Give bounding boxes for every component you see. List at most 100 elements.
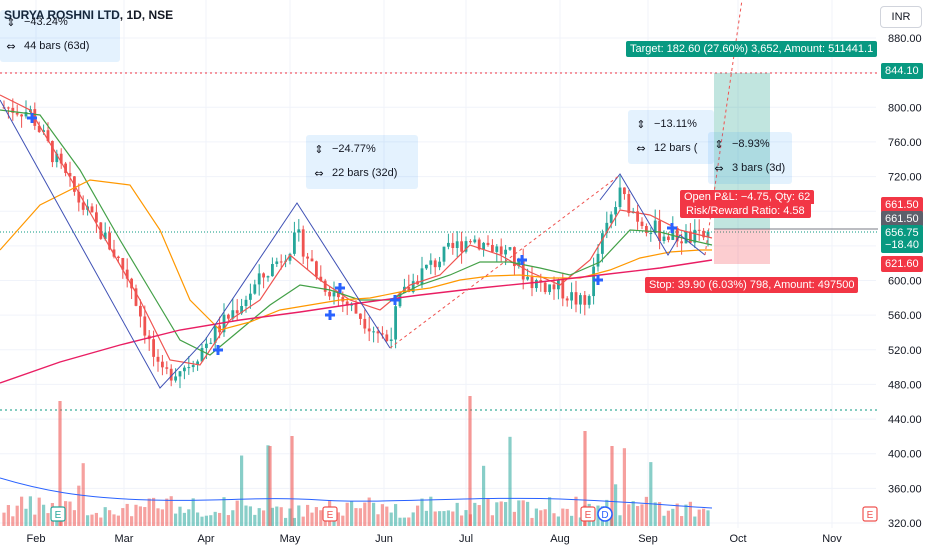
volume-bar (42, 504, 46, 526)
candle (667, 236, 670, 240)
candle (187, 367, 191, 369)
volume-bar (58, 401, 62, 526)
volume-bar (81, 463, 85, 526)
volume-bar (446, 510, 450, 526)
volume-bar (28, 496, 32, 526)
loss-zone (714, 229, 770, 264)
candle (152, 339, 155, 357)
candle (213, 325, 217, 343)
volume-bar (231, 510, 235, 526)
volume-bar (68, 501, 72, 526)
stop-price-tag: 621.60 (881, 256, 923, 272)
volume-bar (262, 510, 266, 526)
volume-bar (143, 507, 147, 526)
volume-bar (649, 462, 653, 526)
candle (477, 239, 481, 250)
candle (363, 318, 367, 329)
candle (112, 249, 116, 257)
candle (451, 242, 455, 248)
y-tick-label: 520.00 (888, 345, 922, 357)
x-tick-label: Jun (375, 533, 393, 545)
candle (367, 328, 371, 332)
volume-bar (270, 507, 274, 526)
candle (407, 286, 411, 293)
volume-bar (77, 485, 81, 526)
candle (614, 207, 617, 215)
signal-marker (667, 223, 677, 233)
volume-bar (636, 506, 640, 526)
candle (59, 153, 63, 164)
candle (130, 278, 133, 289)
volume-bar (178, 506, 182, 526)
volume-bar (6, 505, 10, 526)
volume-bar (200, 516, 204, 526)
candle (319, 276, 323, 281)
volume-bar (552, 513, 556, 526)
candle (68, 172, 72, 177)
volume-bar (433, 511, 437, 526)
candle (178, 371, 182, 377)
candle (372, 331, 375, 333)
candle (125, 269, 129, 279)
volume-bar (468, 396, 472, 526)
currency-selector[interactable]: INR (880, 6, 922, 28)
candle (165, 367, 169, 369)
candle (702, 230, 705, 238)
volume-bar (121, 508, 125, 526)
target-label[interactable]: Target: 182.60 (27.60%) 3,652, Amount: 5… (626, 41, 878, 57)
volume-bar (517, 500, 521, 526)
volume-bar (534, 508, 538, 526)
candle (605, 222, 609, 234)
candle (103, 232, 107, 239)
volume-bar (666, 510, 670, 526)
candle (623, 187, 626, 195)
candle (288, 253, 292, 261)
pattern-line (0, 99, 391, 389)
volume-bar (385, 506, 389, 526)
measure-box-4[interactable]: ⇕ −8.93% ⇔ 3 bars (3d) (708, 132, 792, 184)
volume-bar (24, 508, 28, 526)
volume-bar (319, 510, 323, 526)
volume-bar (345, 502, 349, 526)
volume-bar (429, 496, 433, 526)
candle (266, 276, 270, 278)
y-tick-label: 880.00 (888, 33, 922, 45)
candle (609, 214, 613, 223)
y-tick-label: 320.00 (888, 518, 922, 530)
volume-bar (627, 504, 631, 526)
volume-bar (209, 515, 213, 526)
measure-box-3[interactable]: ⇕ −13.11% ⇔ 12 bars ( (628, 110, 714, 164)
candle (499, 246, 503, 255)
volume-bar (495, 502, 499, 526)
volume-bar (420, 498, 424, 526)
measure-box-2[interactable]: ⇕ −24.77% ⇔ 22 bars (32d) (306, 135, 418, 189)
volume-bar (693, 516, 697, 526)
entry-price-tag: 661.50 (881, 211, 923, 227)
candle (249, 293, 252, 300)
candle (121, 258, 125, 270)
volume-bar (125, 503, 129, 526)
candle (513, 247, 516, 267)
candle (455, 241, 459, 248)
volume-bar (702, 508, 706, 526)
candle (134, 288, 138, 306)
event-marker-label: E (867, 510, 874, 521)
candle (37, 125, 41, 132)
candle (460, 241, 463, 252)
range-icon: ⇕ (636, 117, 646, 131)
candle (169, 368, 173, 381)
volume-bar (424, 510, 428, 526)
volume-bar (196, 512, 200, 526)
stop-label[interactable]: Stop: 39.90 (6.03%) 798, Amount: 497500 (645, 277, 859, 293)
volume-bar (187, 509, 191, 526)
volume-bar (508, 436, 512, 526)
volume-bar (266, 445, 270, 526)
measure-box-1[interactable]: ⇕ −43.24% ⇔ 44 bars (63d) (0, 10, 120, 62)
y-tick-label: 760.00 (888, 137, 922, 149)
volume-bar (213, 511, 217, 526)
volume-bar (407, 517, 411, 526)
x-tick-label: Mar (115, 533, 134, 545)
chart-title: SURYA ROSHNI LTD, 1D, NSE (4, 8, 174, 22)
candle (552, 284, 556, 290)
